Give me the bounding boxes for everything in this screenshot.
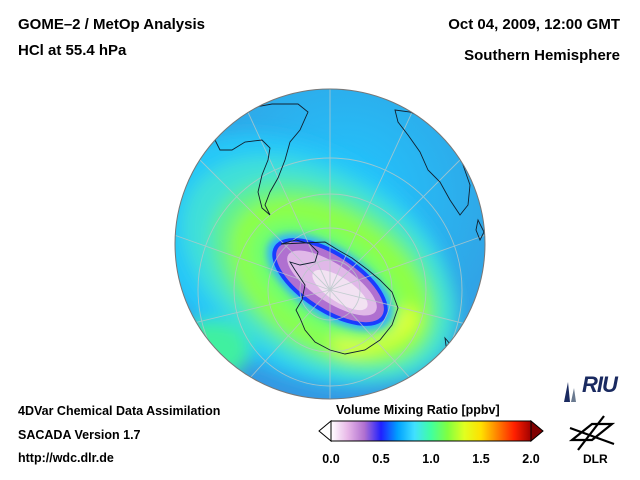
colorbar-tick: 1.0 — [422, 452, 440, 466]
colorbar-gradient — [330, 420, 532, 442]
dlr-logo-icon — [568, 415, 616, 451]
title-line1: GOME–2 / MetOp Analysis — [18, 16, 205, 33]
colorbar-tick: 0.5 — [372, 452, 390, 466]
colorbar-min-arrow — [318, 420, 332, 442]
colorbar-tick: 1.5 — [472, 452, 490, 466]
dlr-logo-text: DLR — [583, 452, 608, 466]
date-label: Oct 04, 2009, 12:00 GMT — [448, 16, 620, 33]
title-line2: HCl at 55.4 hPa — [18, 42, 127, 59]
hemisphere-label: Southern Hemisphere — [464, 47, 620, 64]
colorbar-tick: 0.0 — [322, 452, 340, 466]
footer-url[interactable]: http://wdc.dlr.de — [18, 451, 114, 465]
globe-map — [174, 88, 486, 400]
footer-version: SACADA Version 1.7 — [18, 428, 141, 442]
colorbar — [318, 420, 544, 442]
footer-method: 4DVar Chemical Data Assimilation — [18, 404, 221, 418]
colorbar-title: Volume Mixing Ratio [ppbv] — [336, 403, 500, 417]
riu-logo-icon — [564, 382, 576, 402]
colorbar-max-arrow — [530, 420, 544, 442]
riu-logo-text: RIU — [582, 372, 618, 397]
colorbar-tick: 2.0 — [522, 452, 540, 466]
